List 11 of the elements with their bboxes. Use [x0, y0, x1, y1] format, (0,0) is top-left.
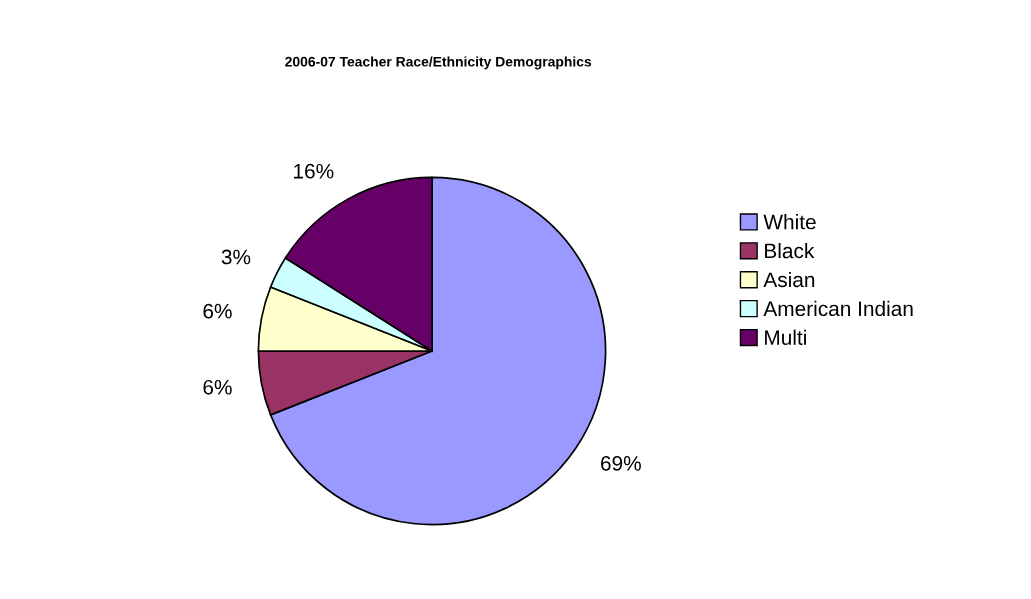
data-label: 6%	[203, 379, 232, 395]
data-label: 69%	[601, 455, 641, 471]
legend-label: White	[763, 214, 816, 230]
chart-title: 2006-07 Teacher Race/Ethnicity Demographics	[285, 56, 592, 70]
data-label: 16%	[294, 163, 334, 179]
legend-label: Black	[765, 242, 815, 259]
legend-label: Asian	[763, 271, 815, 288]
data-label: 3%	[221, 249, 251, 265]
data-label: 6%	[203, 303, 232, 319]
legend-label: Multi	[765, 329, 806, 345]
legend-label: American Indian	[763, 300, 913, 317]
